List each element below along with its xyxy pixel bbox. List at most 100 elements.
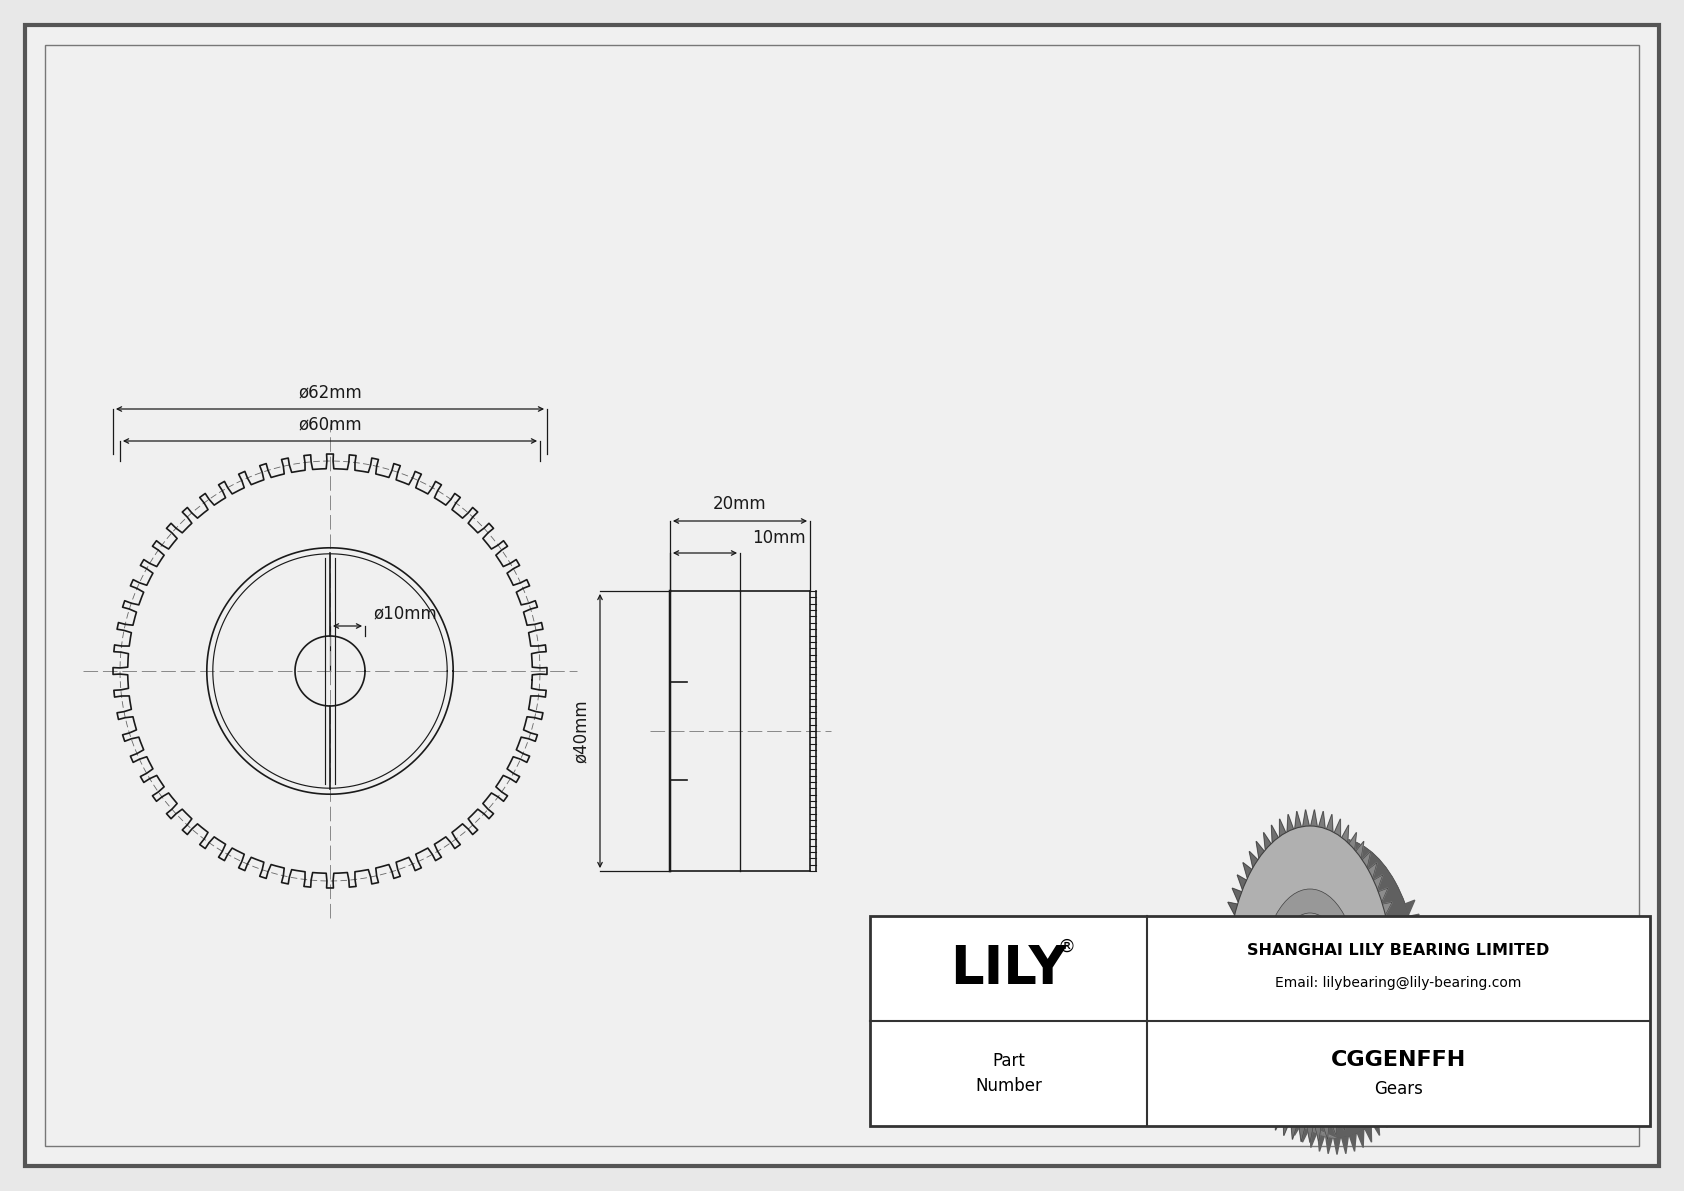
Polygon shape — [1404, 900, 1415, 913]
Polygon shape — [1297, 1124, 1327, 1137]
Polygon shape — [1234, 1056, 1244, 1071]
Polygon shape — [1408, 1055, 1416, 1068]
Polygon shape — [1246, 875, 1276, 892]
Polygon shape — [1229, 943, 1256, 961]
Polygon shape — [1389, 1003, 1399, 1015]
Text: ø10mm: ø10mm — [372, 604, 436, 622]
Polygon shape — [1270, 1106, 1298, 1121]
Polygon shape — [1290, 1122, 1320, 1135]
Polygon shape — [1266, 1103, 1297, 1118]
Polygon shape — [1300, 1125, 1330, 1137]
Polygon shape — [1221, 1003, 1231, 1015]
Polygon shape — [1349, 1134, 1356, 1152]
Polygon shape — [1228, 967, 1255, 985]
Polygon shape — [1282, 834, 1312, 848]
Polygon shape — [1275, 1112, 1282, 1130]
Polygon shape — [1229, 1009, 1258, 1027]
Polygon shape — [1238, 1048, 1266, 1065]
Text: 20mm: 20mm — [714, 495, 766, 513]
Polygon shape — [1263, 833, 1271, 850]
Text: ®: ® — [1058, 937, 1076, 955]
Polygon shape — [1322, 1122, 1329, 1140]
Polygon shape — [1298, 1124, 1305, 1142]
Polygon shape — [1388, 1017, 1398, 1028]
Polygon shape — [1282, 1116, 1312, 1130]
Polygon shape — [1371, 1068, 1379, 1084]
Polygon shape — [1246, 986, 1255, 998]
Polygon shape — [1263, 1100, 1293, 1115]
Polygon shape — [1234, 1037, 1263, 1054]
Polygon shape — [1413, 929, 1423, 941]
Polygon shape — [1310, 810, 1317, 827]
Polygon shape — [1228, 955, 1255, 973]
Polygon shape — [1418, 956, 1428, 968]
Polygon shape — [1228, 991, 1255, 1009]
Polygon shape — [1295, 1118, 1302, 1135]
Polygon shape — [1261, 1068, 1271, 1083]
Polygon shape — [1362, 852, 1371, 868]
Polygon shape — [1403, 1068, 1413, 1083]
Polygon shape — [1297, 827, 1327, 840]
Polygon shape — [1349, 833, 1356, 850]
Polygon shape — [1303, 827, 1334, 838]
Polygon shape — [1372, 1118, 1379, 1135]
Polygon shape — [1231, 1019, 1260, 1037]
Polygon shape — [1391, 989, 1401, 1000]
Polygon shape — [1233, 915, 1261, 933]
Ellipse shape — [1255, 838, 1420, 1137]
Polygon shape — [1295, 811, 1302, 829]
Polygon shape — [1246, 1072, 1276, 1089]
Polygon shape — [1261, 1097, 1290, 1112]
Polygon shape — [1384, 1030, 1394, 1042]
Polygon shape — [1236, 904, 1265, 922]
Polygon shape — [1393, 1091, 1401, 1108]
Polygon shape — [1307, 1125, 1314, 1142]
Text: Email: lilybearing@lily-bearing.com: Email: lilybearing@lily-bearing.com — [1275, 977, 1522, 991]
Polygon shape — [1319, 1134, 1324, 1152]
Ellipse shape — [1228, 827, 1393, 1125]
Polygon shape — [1287, 815, 1293, 831]
Polygon shape — [1378, 888, 1388, 902]
Polygon shape — [1275, 1112, 1305, 1127]
Polygon shape — [1243, 1062, 1271, 1079]
Polygon shape — [1229, 1043, 1239, 1056]
Polygon shape — [1244, 1067, 1273, 1084]
Polygon shape — [1342, 825, 1349, 842]
Polygon shape — [1307, 827, 1337, 838]
Polygon shape — [1325, 1136, 1332, 1154]
Polygon shape — [1256, 1090, 1285, 1105]
Text: ø60mm: ø60mm — [298, 414, 362, 434]
Text: SHANGHAI LILY BEARING LIMITED: SHANGHAI LILY BEARING LIMITED — [1248, 943, 1549, 958]
Polygon shape — [1285, 1118, 1314, 1133]
Polygon shape — [1228, 961, 1255, 979]
Polygon shape — [1251, 867, 1280, 883]
Polygon shape — [1393, 973, 1401, 986]
Polygon shape — [1233, 1031, 1261, 1049]
Polygon shape — [1231, 927, 1260, 944]
Polygon shape — [1287, 1121, 1317, 1134]
Polygon shape — [1420, 986, 1428, 998]
Polygon shape — [1379, 1110, 1388, 1127]
Polygon shape — [1266, 1080, 1276, 1096]
Polygon shape — [1223, 1017, 1233, 1028]
Polygon shape — [1243, 862, 1251, 878]
Polygon shape — [1228, 903, 1238, 915]
Polygon shape — [1258, 1093, 1288, 1109]
Polygon shape — [1334, 819, 1340, 836]
Polygon shape — [1416, 1015, 1426, 1027]
Polygon shape — [1256, 1055, 1266, 1068]
Polygon shape — [1292, 1122, 1297, 1140]
Polygon shape — [1271, 840, 1302, 855]
Polygon shape — [1228, 979, 1255, 997]
Ellipse shape — [1302, 961, 1319, 991]
Polygon shape — [1290, 829, 1320, 842]
Polygon shape — [1366, 1079, 1374, 1096]
Bar — [871, 916, 1650, 1125]
Polygon shape — [1236, 1042, 1265, 1060]
Text: ø40mm: ø40mm — [573, 699, 589, 762]
Polygon shape — [1260, 1098, 1268, 1115]
Polygon shape — [1300, 827, 1330, 840]
Polygon shape — [1219, 944, 1229, 956]
Polygon shape — [1287, 830, 1317, 843]
Polygon shape — [1250, 1029, 1260, 1040]
